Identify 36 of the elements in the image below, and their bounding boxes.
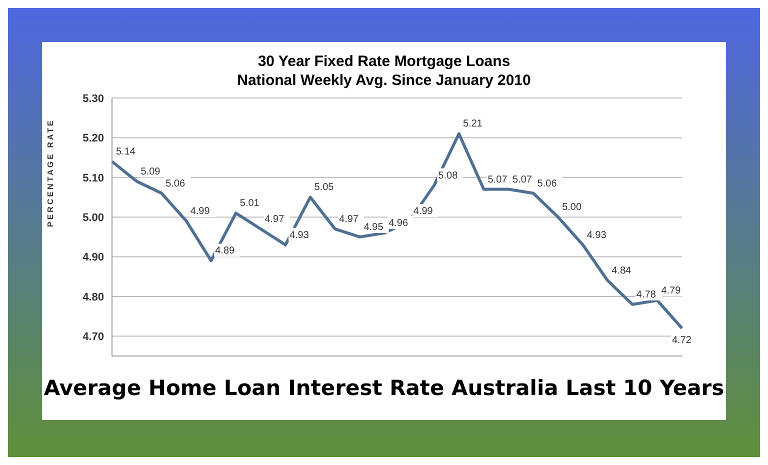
data-label: 5.21 xyxy=(462,118,483,130)
data-label: 4.84 xyxy=(612,266,632,277)
data-label: 4.78 xyxy=(636,289,656,300)
chart-subtitle: National Weekly Avg. Since January 2010 xyxy=(236,71,532,90)
data-label: 5.06 xyxy=(166,178,186,190)
y-tick-label: 4.90 xyxy=(82,252,104,264)
y-tick-label: 5.00 xyxy=(82,212,104,224)
data-label: 4.99 xyxy=(413,206,434,218)
data-label: 4.93 xyxy=(289,230,310,241)
data-label: 4.95 xyxy=(364,222,384,233)
y-tick-label: 4.70 xyxy=(82,331,104,344)
data-label: 4.93 xyxy=(586,230,607,241)
data-label: 5.05 xyxy=(314,182,334,194)
data-label: 5.08 xyxy=(438,170,458,182)
data-label: 4.79 xyxy=(661,285,682,296)
data-label: 4.97 xyxy=(339,214,359,225)
data-label: 4.89 xyxy=(215,246,236,257)
data-label: 4.72 xyxy=(672,335,692,346)
data-label: 5.14 xyxy=(116,146,136,158)
y-tick-label: 5.10 xyxy=(82,172,104,184)
line-series xyxy=(110,132,684,330)
data-label: 5.06 xyxy=(537,178,558,190)
chart-title: 30 Year Fixed Rate Mortgage Loans xyxy=(256,52,512,71)
data-label: 5.07 xyxy=(488,174,508,186)
data-label: 5.07 xyxy=(512,174,532,186)
y-tick-label: 5.30 xyxy=(82,92,104,105)
y-tick-label: 4.80 xyxy=(82,291,104,304)
y-tick-label: 5.20 xyxy=(82,132,104,145)
data-label: 5.00 xyxy=(562,202,582,214)
text: Average Home Loan Interest Rate Australia Last 10 Years xyxy=(42,376,726,400)
data-label: 4.97 xyxy=(264,214,285,225)
data-label: 4.96 xyxy=(388,218,409,229)
data-label: 5.01 xyxy=(240,198,260,210)
data-label: 5.09 xyxy=(140,166,161,178)
data-label: 4.99 xyxy=(190,206,210,218)
y-axis-title: PERCENTAGE RATE xyxy=(46,118,55,227)
